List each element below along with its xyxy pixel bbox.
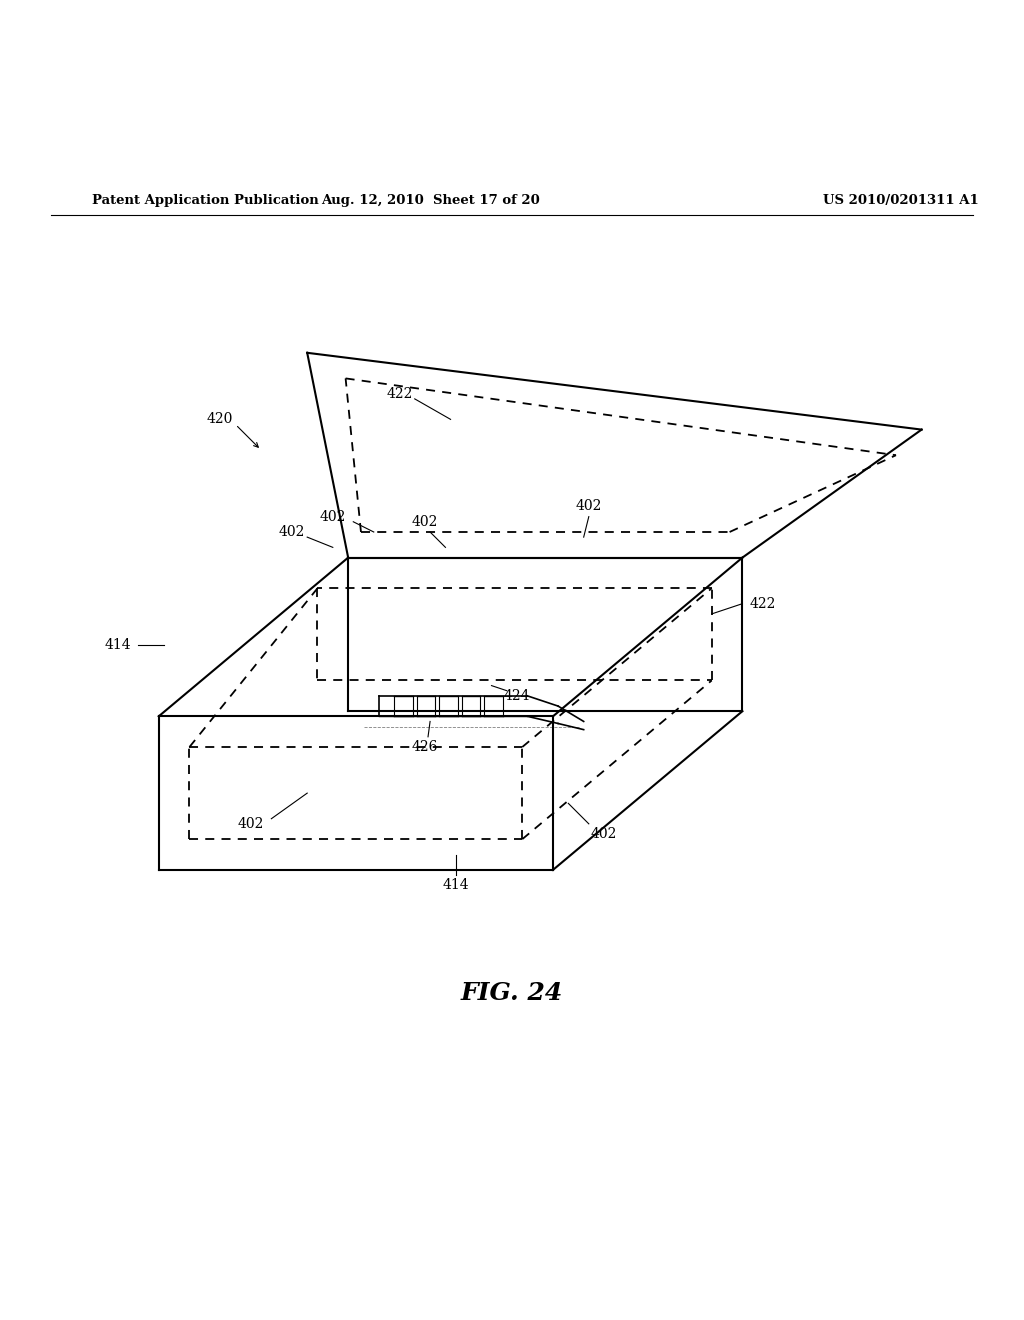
Text: FIG. 24: FIG. 24 — [461, 981, 563, 1005]
Text: 424: 424 — [504, 689, 530, 702]
Text: 402: 402 — [279, 525, 305, 539]
Text: Patent Application Publication: Patent Application Publication — [92, 194, 318, 207]
Text: 414: 414 — [104, 638, 131, 652]
Text: US 2010/0201311 A1: US 2010/0201311 A1 — [823, 194, 979, 207]
Text: 422: 422 — [750, 597, 776, 611]
Text: Aug. 12, 2010  Sheet 17 of 20: Aug. 12, 2010 Sheet 17 of 20 — [321, 194, 540, 207]
Text: 414: 414 — [442, 878, 469, 892]
Text: 422: 422 — [386, 387, 413, 401]
Text: 402: 402 — [575, 499, 602, 513]
Text: 402: 402 — [591, 828, 617, 841]
Text: 420: 420 — [207, 412, 233, 426]
Text: 402: 402 — [412, 515, 438, 529]
Text: 402: 402 — [319, 510, 346, 524]
Text: 426: 426 — [412, 741, 438, 754]
Text: 402: 402 — [238, 817, 264, 830]
